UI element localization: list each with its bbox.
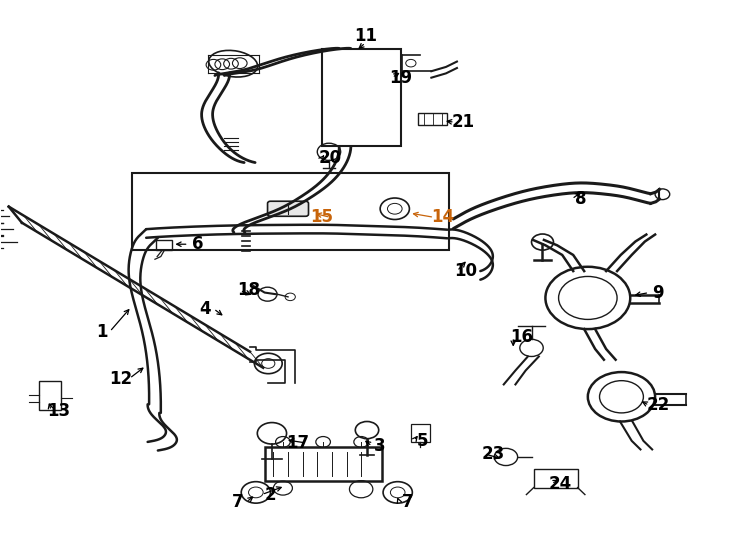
Text: 9: 9 xyxy=(653,284,664,301)
Text: 2: 2 xyxy=(265,485,276,504)
Text: 17: 17 xyxy=(286,434,309,452)
Text: 4: 4 xyxy=(199,300,211,318)
Bar xyxy=(411,424,430,442)
Bar xyxy=(131,173,449,249)
Text: 12: 12 xyxy=(109,369,132,388)
Text: 7: 7 xyxy=(232,493,244,511)
Text: 5: 5 xyxy=(417,432,429,450)
Text: 10: 10 xyxy=(454,262,477,280)
Text: 7: 7 xyxy=(402,493,414,511)
Text: 13: 13 xyxy=(47,402,70,420)
Bar xyxy=(156,240,172,250)
Text: 24: 24 xyxy=(548,475,572,493)
Bar xyxy=(321,49,401,146)
Text: 19: 19 xyxy=(389,69,413,87)
Text: 15: 15 xyxy=(310,208,333,226)
Bar xyxy=(40,381,62,410)
Text: 3: 3 xyxy=(374,437,386,455)
Text: 21: 21 xyxy=(452,113,475,131)
Bar xyxy=(265,447,382,481)
Text: 14: 14 xyxy=(432,208,454,226)
Text: 6: 6 xyxy=(192,235,203,253)
Text: 18: 18 xyxy=(237,281,260,299)
FancyBboxPatch shape xyxy=(268,201,308,217)
Bar xyxy=(534,469,578,488)
Text: 16: 16 xyxy=(511,328,534,346)
Bar xyxy=(418,113,448,125)
Text: 11: 11 xyxy=(354,28,377,45)
Text: 8: 8 xyxy=(575,190,586,208)
Text: 22: 22 xyxy=(647,396,669,414)
Text: 20: 20 xyxy=(319,149,342,167)
Text: 23: 23 xyxy=(482,445,504,463)
Text: 1: 1 xyxy=(97,323,108,341)
